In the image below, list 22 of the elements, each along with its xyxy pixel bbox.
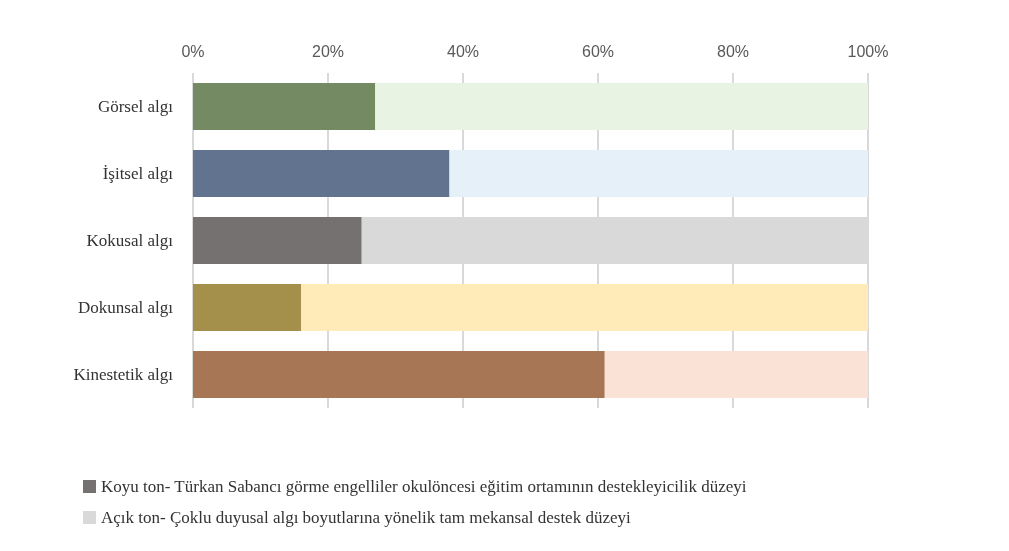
legend-label: Açık ton- Çoklu duyusal algı boyutlarına yönelik tam mekansal destek düzeyi (101, 508, 631, 527)
bar (193, 150, 450, 197)
bar (449, 150, 868, 197)
y-tick-label: Görsel algı (97, 97, 174, 116)
y-tick-label: Dokunsal algı (78, 298, 174, 317)
y-tick-label: Kokusal algı (86, 231, 174, 250)
bar (604, 351, 868, 398)
legend-label: Koyu ton- Türkan Sabancı görme engelliler okulöncesi eğitim ortamının destekleyicilik düzeyi (101, 477, 747, 496)
bar (193, 83, 376, 130)
bar (193, 284, 301, 331)
x-tick-label: 80% (716, 42, 750, 60)
bar (193, 217, 362, 264)
y-tick-label: Kinestetik algı (73, 365, 174, 384)
bar (193, 351, 605, 398)
y-tick-label: İşitsel algı (102, 164, 174, 183)
x-tick-label: 100% (847, 42, 889, 60)
bar (301, 284, 868, 331)
x-tick-label: 60% (581, 42, 615, 60)
x-tick-label: 20% (311, 42, 345, 60)
x-tick-label: 40% (446, 42, 480, 60)
bar (375, 83, 868, 130)
x-tick-label: 0% (181, 42, 205, 60)
